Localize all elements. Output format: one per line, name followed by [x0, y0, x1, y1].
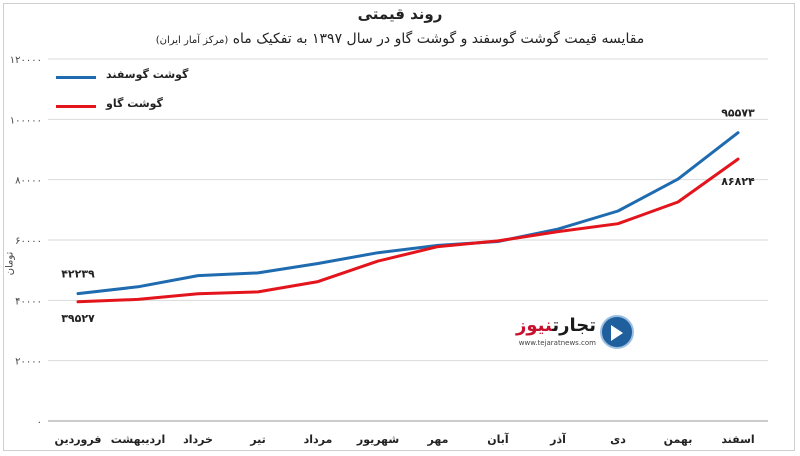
legend-item-sheep: گوشت گوسفند: [50, 68, 210, 86]
legend-label-sheep: گوشت گوسفند: [106, 68, 189, 81]
x-tick-label: فروردین: [55, 433, 102, 446]
x-tick-label: اسفند: [721, 433, 754, 446]
data-label-beef-first: ۳۹۵۲۷: [61, 312, 95, 325]
legend-swatch-sheep: [56, 76, 96, 79]
y-tick-label: ۰: [37, 417, 42, 428]
chart-title: روند قیمتی: [357, 5, 443, 23]
data-label-sheep-first: ۴۲۲۳۹: [61, 268, 95, 281]
x-tick-label: تیر: [249, 433, 265, 446]
series-line-1: [76, 157, 740, 304]
legend-label-beef: گوشت گاو: [106, 97, 163, 110]
x-tick-label: دی: [610, 433, 626, 446]
series-line-0: [76, 131, 740, 296]
x-tick-label: شهریور: [356, 433, 399, 446]
x-tick-label: مرداد: [304, 433, 333, 446]
x-tick-label: اردیبهشت: [111, 433, 165, 446]
y-tick-label: ۴۰۰۰۰: [15, 296, 42, 307]
x-tick-label: خرداد: [183, 433, 213, 446]
chart-subtitle: مقایسه قیمت گوشت گوسفند و گوشت گاو در سا…: [0, 31, 800, 47]
x-tick-label: مهر: [427, 433, 449, 446]
subtitle-text: مقایسه قیمت گوشت گوسفند و گوشت گاو در سا…: [232, 31, 645, 47]
logo-name-main: تجارت: [552, 315, 596, 336]
y-tick-label: ۶۰۰۰۰: [15, 236, 42, 247]
x-tick-label: آذر: [549, 432, 566, 446]
x-tick-label: بهمن: [664, 433, 693, 446]
logo-name: تجارتنیوز: [516, 315, 596, 336]
x-tick-label: آبان: [487, 432, 509, 446]
y-tick-label: ۲۰۰۰۰: [15, 357, 42, 368]
source-note: (مرکز آمار ایران): [155, 35, 229, 46]
tejaratnews-logo: تجارتنیوز www.tejaratnews.com: [500, 313, 640, 353]
chart-frame: [3, 3, 795, 451]
data-label-beef-last: ۸۶۸۲۴: [721, 175, 755, 188]
legend-swatch-beef: [56, 105, 96, 108]
y-tick-label: ۸۰۰۰۰: [15, 176, 42, 187]
y-tick-label: ۱۲۰۰۰۰: [10, 55, 42, 66]
logo-play-icon: [600, 315, 634, 349]
legend-item-beef: گوشت گاو: [50, 97, 210, 115]
y-axis-label: تومان: [4, 251, 16, 276]
y-tick-label: ۱۰۰۰۰۰: [10, 115, 42, 126]
data-label-sheep-last: ۹۵۵۷۳: [721, 107, 755, 120]
logo-name-accent: نیوز: [516, 315, 553, 336]
logo-url: www.tejaratnews.com: [518, 339, 596, 347]
